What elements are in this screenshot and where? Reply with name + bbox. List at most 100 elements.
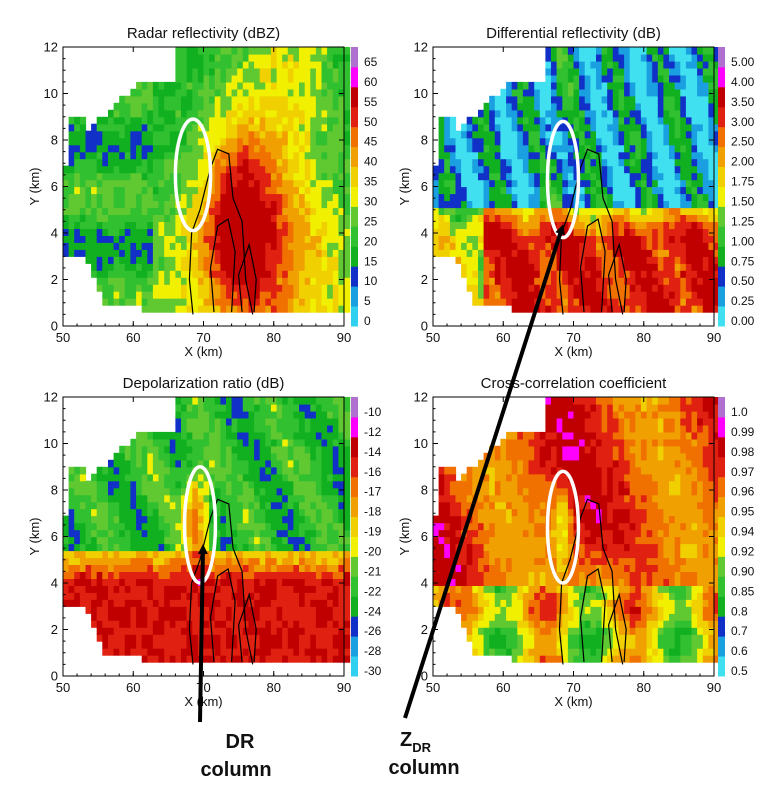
- field-cell: [685, 151, 693, 160]
- field-cell: [556, 123, 563, 132]
- field-cell: [192, 81, 199, 90]
- field-cell: [332, 172, 339, 181]
- field-cell: [175, 592, 182, 600]
- field-cell: [209, 95, 216, 104]
- field-cell: [680, 193, 687, 202]
- field-cell: [708, 186, 715, 195]
- field-cell: [79, 599, 87, 607]
- field-cell: [152, 102, 160, 111]
- field-cell: [483, 151, 490, 160]
- field-cell: [438, 137, 445, 146]
- field-cell: [181, 284, 188, 292]
- field-cell: [344, 214, 351, 222]
- field-cell: [147, 263, 154, 271]
- field-cell: [254, 627, 261, 635]
- field-cell: [270, 578, 278, 586]
- field-cell: [483, 123, 490, 132]
- field-cell: [500, 228, 507, 236]
- field-cell: [175, 641, 182, 649]
- field-cell: [315, 298, 323, 306]
- field-cell: [119, 256, 126, 264]
- field-cell: [708, 158, 715, 167]
- field-cell: [181, 47, 188, 55]
- colorbar-swatch: [718, 146, 725, 167]
- field-cell: [186, 130, 193, 139]
- field-cell: [181, 466, 188, 475]
- field-cell: [186, 410, 193, 419]
- field-cell: [455, 151, 462, 160]
- field-cell: [579, 67, 586, 76]
- field-cell: [237, 487, 244, 496]
- field-cell: [500, 109, 507, 118]
- field-cell: [483, 249, 490, 257]
- field-cell: [214, 438, 221, 447]
- field-cell: [248, 158, 255, 167]
- field-cell: [136, 242, 143, 250]
- field-cell: [254, 263, 261, 271]
- field-cell: [567, 291, 575, 299]
- field-cell: [708, 123, 715, 132]
- field-cell: [556, 221, 563, 229]
- field-cell: [197, 445, 205, 454]
- field-cell: [209, 536, 216, 545]
- field-cell: [203, 263, 210, 271]
- field-cell: [344, 116, 351, 125]
- field-cell: [237, 606, 244, 614]
- field-cell: [601, 291, 608, 299]
- field-cell: [691, 102, 698, 111]
- field-cell: [618, 179, 625, 188]
- field-cell: [640, 95, 648, 104]
- field-cell: [455, 193, 462, 202]
- field-cell: [231, 564, 238, 572]
- field-cell: [708, 60, 715, 69]
- field-cell: [175, 179, 182, 188]
- field-cell: [119, 151, 126, 160]
- field-cell: [242, 557, 249, 565]
- field-cell: [203, 172, 210, 181]
- field-cell: [119, 207, 126, 215]
- field-cell: [344, 102, 351, 111]
- field-cell: [562, 270, 569, 278]
- field-cell: [220, 508, 227, 517]
- y-tick-label: 0: [421, 319, 428, 334]
- colorbar-label: 45: [364, 135, 378, 149]
- field-cell: [601, 305, 608, 313]
- field-cell: [629, 130, 636, 139]
- field-cell: [551, 242, 558, 250]
- field-cell: [113, 529, 120, 538]
- field-cell: [584, 305, 591, 313]
- field-cell: [181, 627, 188, 635]
- field-cell: [192, 515, 199, 524]
- field-cell: [124, 207, 131, 215]
- field-cell: [259, 298, 266, 306]
- field-cell: [175, 242, 182, 250]
- field-cell: [186, 67, 193, 76]
- field-cell: [164, 109, 171, 118]
- field-cell: [601, 298, 608, 306]
- field-cell: [299, 109, 306, 118]
- field-cell: [91, 473, 98, 482]
- field-cell: [119, 571, 126, 579]
- field-cell: [113, 473, 120, 482]
- field-cell: [691, 95, 698, 104]
- field-cell: [528, 179, 535, 188]
- field-cell: [685, 263, 693, 271]
- field-cell: [96, 165, 103, 174]
- field-cell: [287, 291, 294, 299]
- field-cell: [517, 81, 524, 90]
- field-cell: [635, 123, 642, 132]
- field-cell: [511, 95, 518, 104]
- field-cell: [344, 60, 351, 69]
- field-cell: [231, 270, 238, 278]
- field-cell: [601, 277, 608, 285]
- field-cell: [522, 81, 530, 90]
- field-cell: [276, 193, 283, 202]
- field-cell: [702, 291, 709, 299]
- field-cell: [231, 578, 238, 586]
- field-cell: [192, 452, 199, 461]
- field-cell: [79, 116, 87, 125]
- field-cell: [209, 404, 216, 412]
- field-cell: [124, 557, 131, 565]
- field-cell: [164, 214, 171, 222]
- field-cell: [265, 81, 272, 90]
